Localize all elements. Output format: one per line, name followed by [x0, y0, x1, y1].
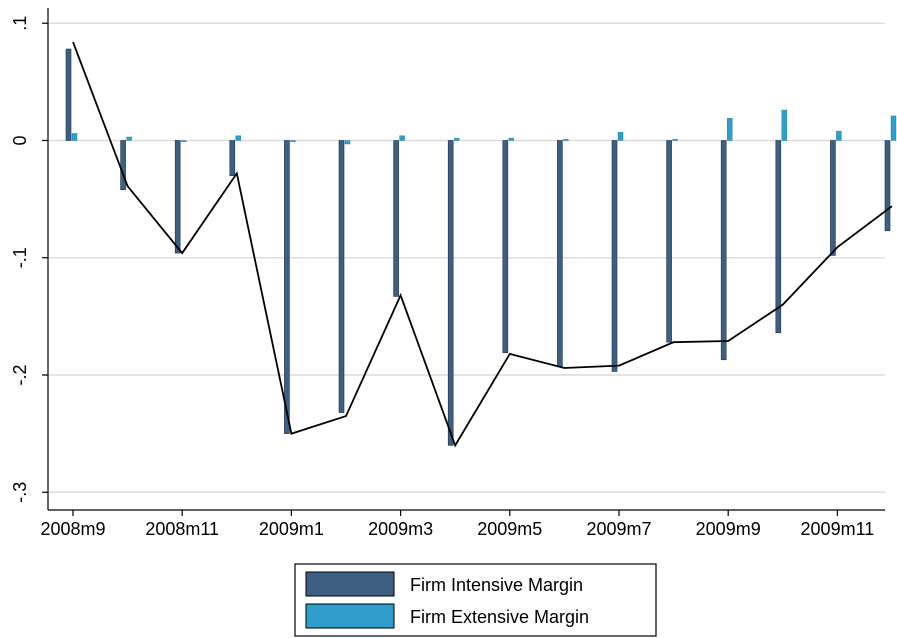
bar-intensive-2009m2: [338, 140, 345, 413]
bar-intensive-2008m10: [120, 140, 126, 191]
bar-extensive-2009m5: [508, 137, 514, 141]
bar-intensive-2009m4: [447, 140, 454, 446]
bar-extensive-2009m12: [890, 115, 897, 141]
gridlines: [48, 22, 885, 494]
bar-intensive-2008m9: [65, 48, 72, 141]
legend-swatch-intensive: [305, 571, 395, 597]
bar-extensive-2009m4: [454, 137, 460, 141]
bar-intensive-2008m12: [229, 140, 236, 176]
bar-extensive-2009m2: [344, 140, 351, 145]
x-tick-label-4: 2009m5: [477, 519, 542, 539]
bar-intensive-2009m10: [775, 140, 782, 334]
y-tick-label-3: -.2: [10, 365, 30, 386]
bar-extensive-2008m12: [235, 135, 242, 141]
legend-swatch-extensive: [305, 603, 395, 629]
bar-extensive-2009m3: [399, 135, 405, 141]
bar-extensive-2008m9: [71, 133, 78, 141]
y-tick-label-1: 0: [10, 135, 30, 145]
y-tick-label-0: .1: [10, 16, 30, 31]
x-tick-label-7: 2009m11: [801, 519, 875, 539]
bar-extensive-2009m6: [563, 139, 569, 141]
bar-extensive-2009m9: [727, 118, 733, 141]
bar-intensive-2009m1: [284, 140, 290, 434]
line-series: [72, 41, 893, 448]
x-tick-label-3: 2009m3: [368, 519, 433, 539]
bar-extensive-2008m10: [126, 136, 132, 141]
bar-extensive-2009m11: [836, 130, 842, 141]
bar-intensive-2009m11: [830, 140, 836, 256]
y-tick-label-4: -.3: [10, 482, 30, 503]
bar-intensive-2009m3: [393, 140, 399, 297]
bar-intensive-2009m5: [502, 140, 509, 354]
x-tick-label-0: 2008m9: [40, 519, 105, 539]
legend-label-extensive: Firm Extensive Margin: [410, 607, 589, 627]
bar-intensive-2009m12: [884, 140, 891, 232]
bar-extensive-2009m8: [672, 139, 678, 141]
legend: Firm Intensive Margin Firm Extensive Mar…: [294, 563, 657, 637]
x-tick-label-1: 2008m11: [145, 519, 219, 539]
legend-label-intensive: Firm Intensive Margin: [410, 575, 583, 595]
axes: .1 0 -.1 -.2 -.3 2008m9 2008m11 2009m1 2009m3 200…: [10, 8, 885, 539]
bar-extensive-2009m10: [781, 109, 787, 141]
x-tick-label-2: 2009m1: [259, 519, 324, 539]
bar-extensive-2009m1: [290, 140, 296, 142]
bar-extensive-2008m11: [180, 140, 187, 142]
bar-intensive-2009m7: [611, 140, 618, 372]
y-tick-label-2: -.1: [10, 247, 30, 268]
total-line: [72, 41, 893, 448]
bar-intensive-2009m9: [720, 140, 727, 361]
bar-intensive-2008m11: [174, 140, 181, 254]
x-tick-label-5: 2009m7: [586, 519, 651, 539]
bars: [65, 48, 897, 446]
bar-extensive-2009m7: [617, 132, 624, 141]
bar-intensive-2009m6: [557, 140, 563, 368]
bar-intensive-2009m8: [666, 140, 672, 343]
x-tick-label-6: 2009m9: [696, 519, 761, 539]
